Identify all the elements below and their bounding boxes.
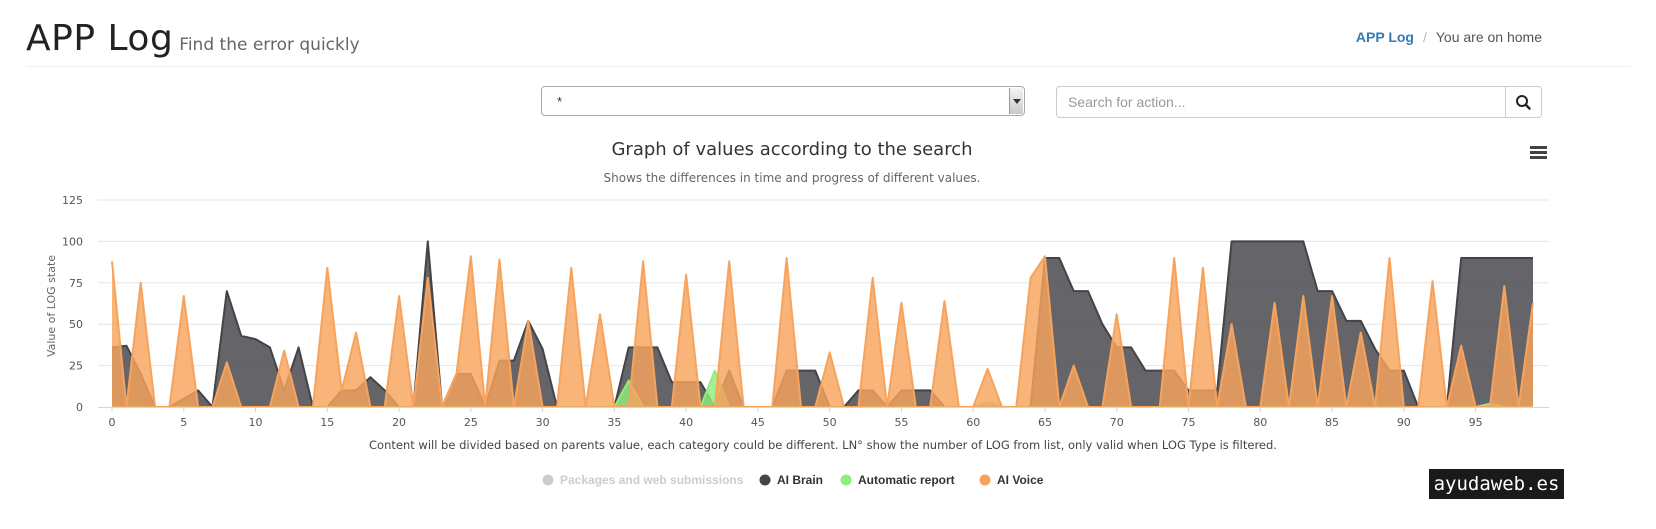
page-header: APP Log Find the error quickly <box>26 18 360 59</box>
chevron-down-icon[interactable] <box>1009 88 1023 114</box>
search-icon <box>1516 95 1531 110</box>
x-tick-label: 25 <box>464 416 478 429</box>
legend-item[interactable]: AI Brain <box>759 473 824 487</box>
x-tick-label: 10 <box>249 416 263 429</box>
chart-title: Graph of values according to the search <box>611 139 972 160</box>
legend-label: Packages and web submissions <box>560 473 744 487</box>
x-tick-label: 70 <box>1110 416 1124 429</box>
search-button[interactable] <box>1505 86 1542 118</box>
x-tick-label: 35 <box>607 416 621 429</box>
legend-item[interactable]: Packages and web submissions <box>542 473 744 487</box>
x-tick-label: 40 <box>679 416 693 429</box>
log-type-select-value: * <box>557 94 563 109</box>
page-subtitle: Find the error quickly <box>179 35 360 55</box>
hamburger-menu-icon[interactable] <box>1530 146 1547 160</box>
chart-subtitle: Shows the differences in time and progre… <box>604 171 981 185</box>
x-tick-label: 45 <box>751 416 765 429</box>
y-tick-label: 0 <box>76 401 83 414</box>
log-type-select[interactable]: * <box>541 86 1025 116</box>
x-tick-label: 75 <box>1182 416 1196 429</box>
x-tick-label: 50 <box>823 416 837 429</box>
y-tick-label: 25 <box>69 360 83 373</box>
x-tick-label: 5 <box>180 416 187 429</box>
x-tick-label: 55 <box>894 416 908 429</box>
search-group <box>1056 86 1542 118</box>
y-tick-label: 75 <box>69 277 83 290</box>
breadcrumb-current: You are on home <box>1435 29 1542 45</box>
chart: Graph of values according to the search … <box>45 139 1549 487</box>
x-tick-label: 15 <box>320 416 334 429</box>
legend-item[interactable]: Automatic report <box>840 473 955 487</box>
legend-marker <box>759 474 771 486</box>
y-tick-label: 50 <box>69 318 83 331</box>
legend-marker <box>840 474 852 486</box>
x-tick-label: 80 <box>1253 416 1267 429</box>
x-tick-label: 20 <box>392 416 406 429</box>
legend-label: Automatic report <box>858 473 955 487</box>
legend-label: AI Voice <box>997 473 1044 487</box>
y-tick-label: 100 <box>62 235 83 248</box>
x-tick-label: 30 <box>536 416 550 429</box>
x-tick-label: 60 <box>966 416 980 429</box>
series-area-ai-voice <box>112 256 1533 407</box>
y-axis-title: Value of LOG state <box>45 255 58 357</box>
chart-caption: Content will be divided based on parents… <box>369 438 1277 452</box>
x-tick-label: 95 <box>1469 416 1483 429</box>
legend-label: AI Brain <box>777 473 823 487</box>
header-divider <box>26 66 1630 67</box>
page-title: APP Log <box>26 18 174 59</box>
series-line-ai-voice <box>111 255 1534 408</box>
x-tick-label: 65 <box>1038 416 1052 429</box>
y-tick-label: 125 <box>62 194 83 207</box>
search-input[interactable] <box>1056 86 1506 118</box>
watermark: ayudaweb.es <box>1429 469 1564 499</box>
x-tick-label: 85 <box>1325 416 1339 429</box>
breadcrumb-home-link[interactable]: APP Log <box>1355 29 1414 45</box>
x-tick-label: 90 <box>1397 416 1411 429</box>
x-tick-label: 0 <box>109 416 116 429</box>
breadcrumb-separator: / <box>1422 29 1427 45</box>
legend-marker <box>542 474 554 486</box>
legend-item[interactable]: AI Voice <box>979 473 1044 487</box>
legend-marker <box>979 474 991 486</box>
breadcrumb: APP Log / You are on home <box>1356 29 1542 45</box>
